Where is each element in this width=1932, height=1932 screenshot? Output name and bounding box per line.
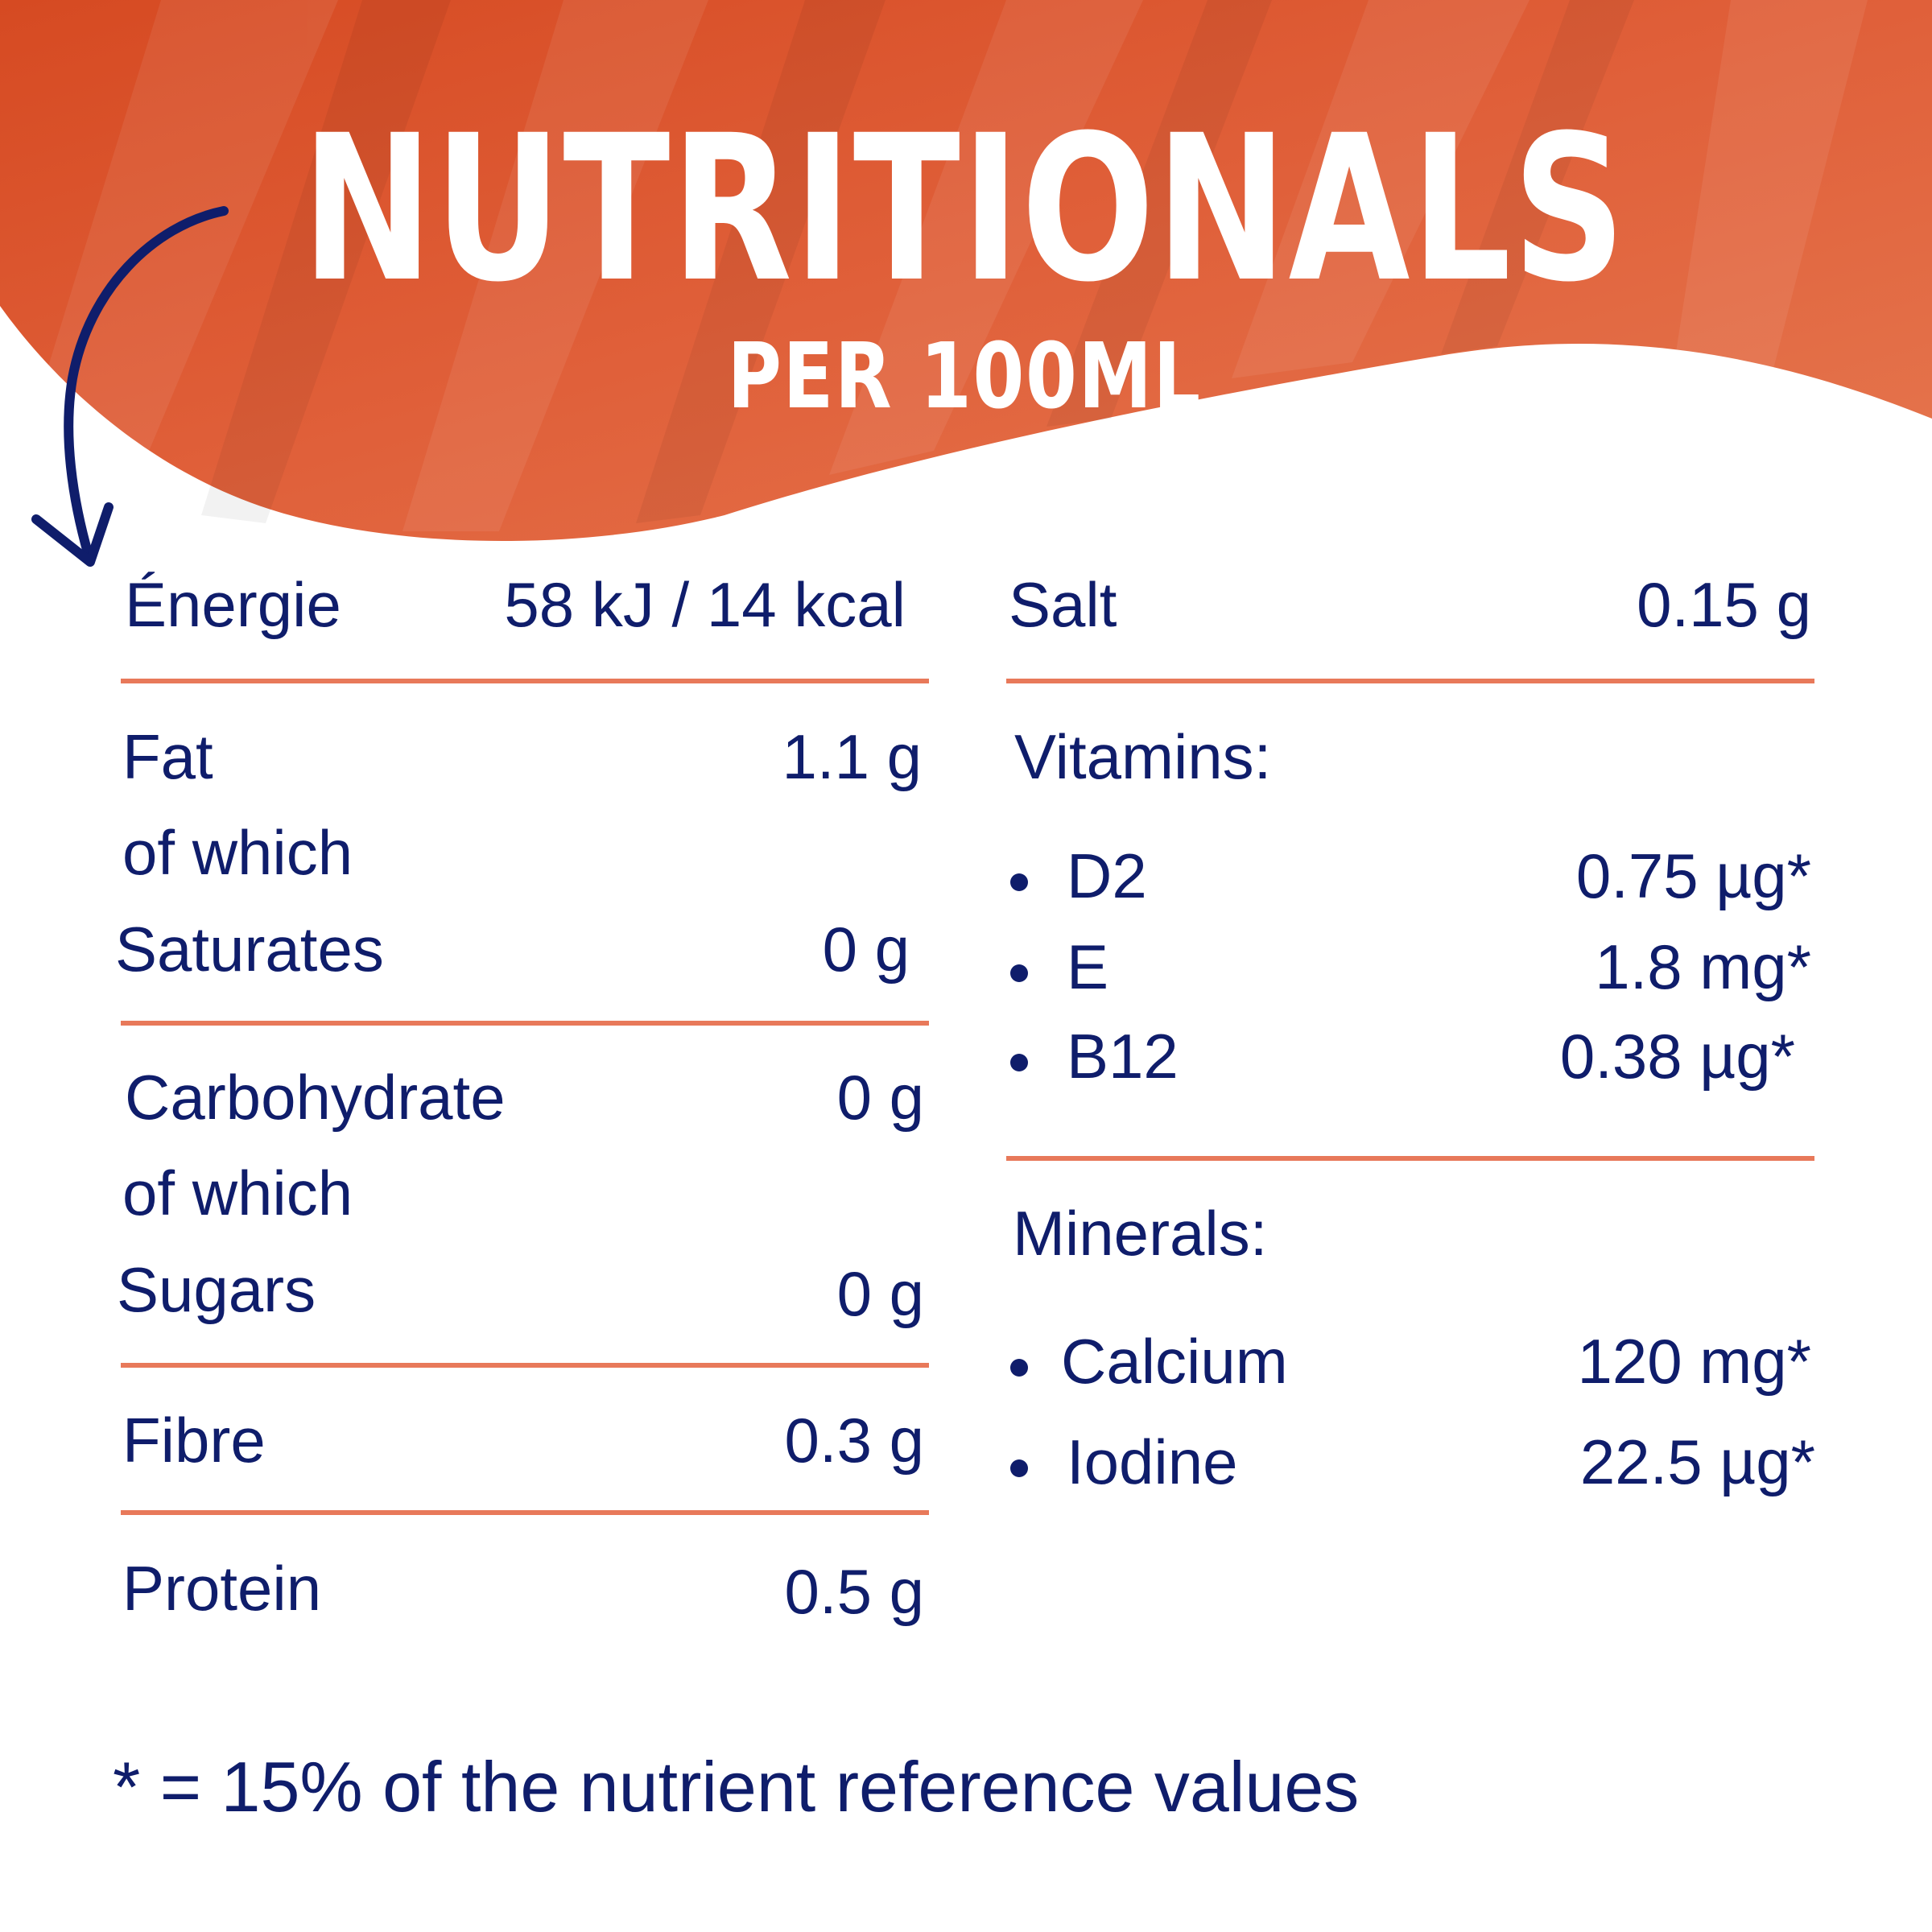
mineral-iodine-value: 22.5 µg* (1579, 1426, 1815, 1497)
bullet-icon (1010, 873, 1028, 891)
divider (121, 1510, 929, 1515)
fat-label: Fat (122, 721, 213, 792)
bullet-icon (1010, 1054, 1028, 1071)
vitamin-b12-value: 0.38 µg* (1559, 1021, 1795, 1092)
energy-value: 58 kJ / 14 kcal (504, 569, 906, 640)
vitamin-e-value: 1.8 mg* (1595, 931, 1811, 1002)
vitamins-heading: Vitamins: (1014, 721, 1272, 792)
divider (121, 679, 929, 683)
divider (121, 1363, 929, 1368)
vitamin-e-name: E (1067, 931, 1109, 1002)
protein-value: 0.5 g (784, 1556, 924, 1627)
salt-label: Salt (1009, 569, 1117, 640)
footnote: * = 15% of the nutrient reference values (113, 1747, 1360, 1827)
divider (1006, 679, 1814, 683)
fibre-value: 0.3 g (784, 1405, 924, 1476)
divider (1006, 1156, 1814, 1161)
energy-label: Énergie (125, 569, 341, 640)
protein-label: Protein (122, 1553, 322, 1624)
fibre-label: Fibre (122, 1405, 266, 1476)
carbohydrate-value: 0 g (836, 1062, 924, 1133)
fat-of-which: of which (122, 817, 353, 888)
vitamin-b12-name: B12 (1067, 1021, 1179, 1092)
saturates-value: 0 g (822, 914, 910, 985)
mineral-calcium-name: Calcium (1061, 1326, 1288, 1397)
sugars-label: Sugars (117, 1254, 316, 1325)
carbohydrate-of-which: of which (122, 1158, 353, 1228)
divider (121, 1021, 929, 1026)
fat-value: 1.1 g (782, 721, 922, 792)
carbohydrate-label: Carbohydrate (125, 1062, 506, 1133)
sugars-value: 0 g (836, 1258, 924, 1329)
page-subtitle: PER 100ML (727, 324, 1202, 429)
bullet-icon (1010, 1459, 1028, 1477)
vitamin-d2-value: 0.75 µg* (1575, 840, 1811, 911)
minerals-heading: Minerals: (1013, 1198, 1268, 1269)
saturates-label: Saturates (115, 914, 384, 985)
mineral-calcium-value: 120 mg* (1577, 1326, 1811, 1397)
vitamin-d2-name: D2 (1067, 840, 1147, 911)
bullet-icon (1010, 964, 1028, 982)
arrow-down-icon (31, 206, 229, 567)
page-title: NUTRITIONALS (301, 92, 1627, 326)
bullet-icon (1010, 1359, 1028, 1377)
header-banner (0, 0, 1932, 542)
salt-value: 0.15 g (1637, 569, 1811, 640)
mineral-iodine-name: Iodine (1067, 1426, 1238, 1497)
